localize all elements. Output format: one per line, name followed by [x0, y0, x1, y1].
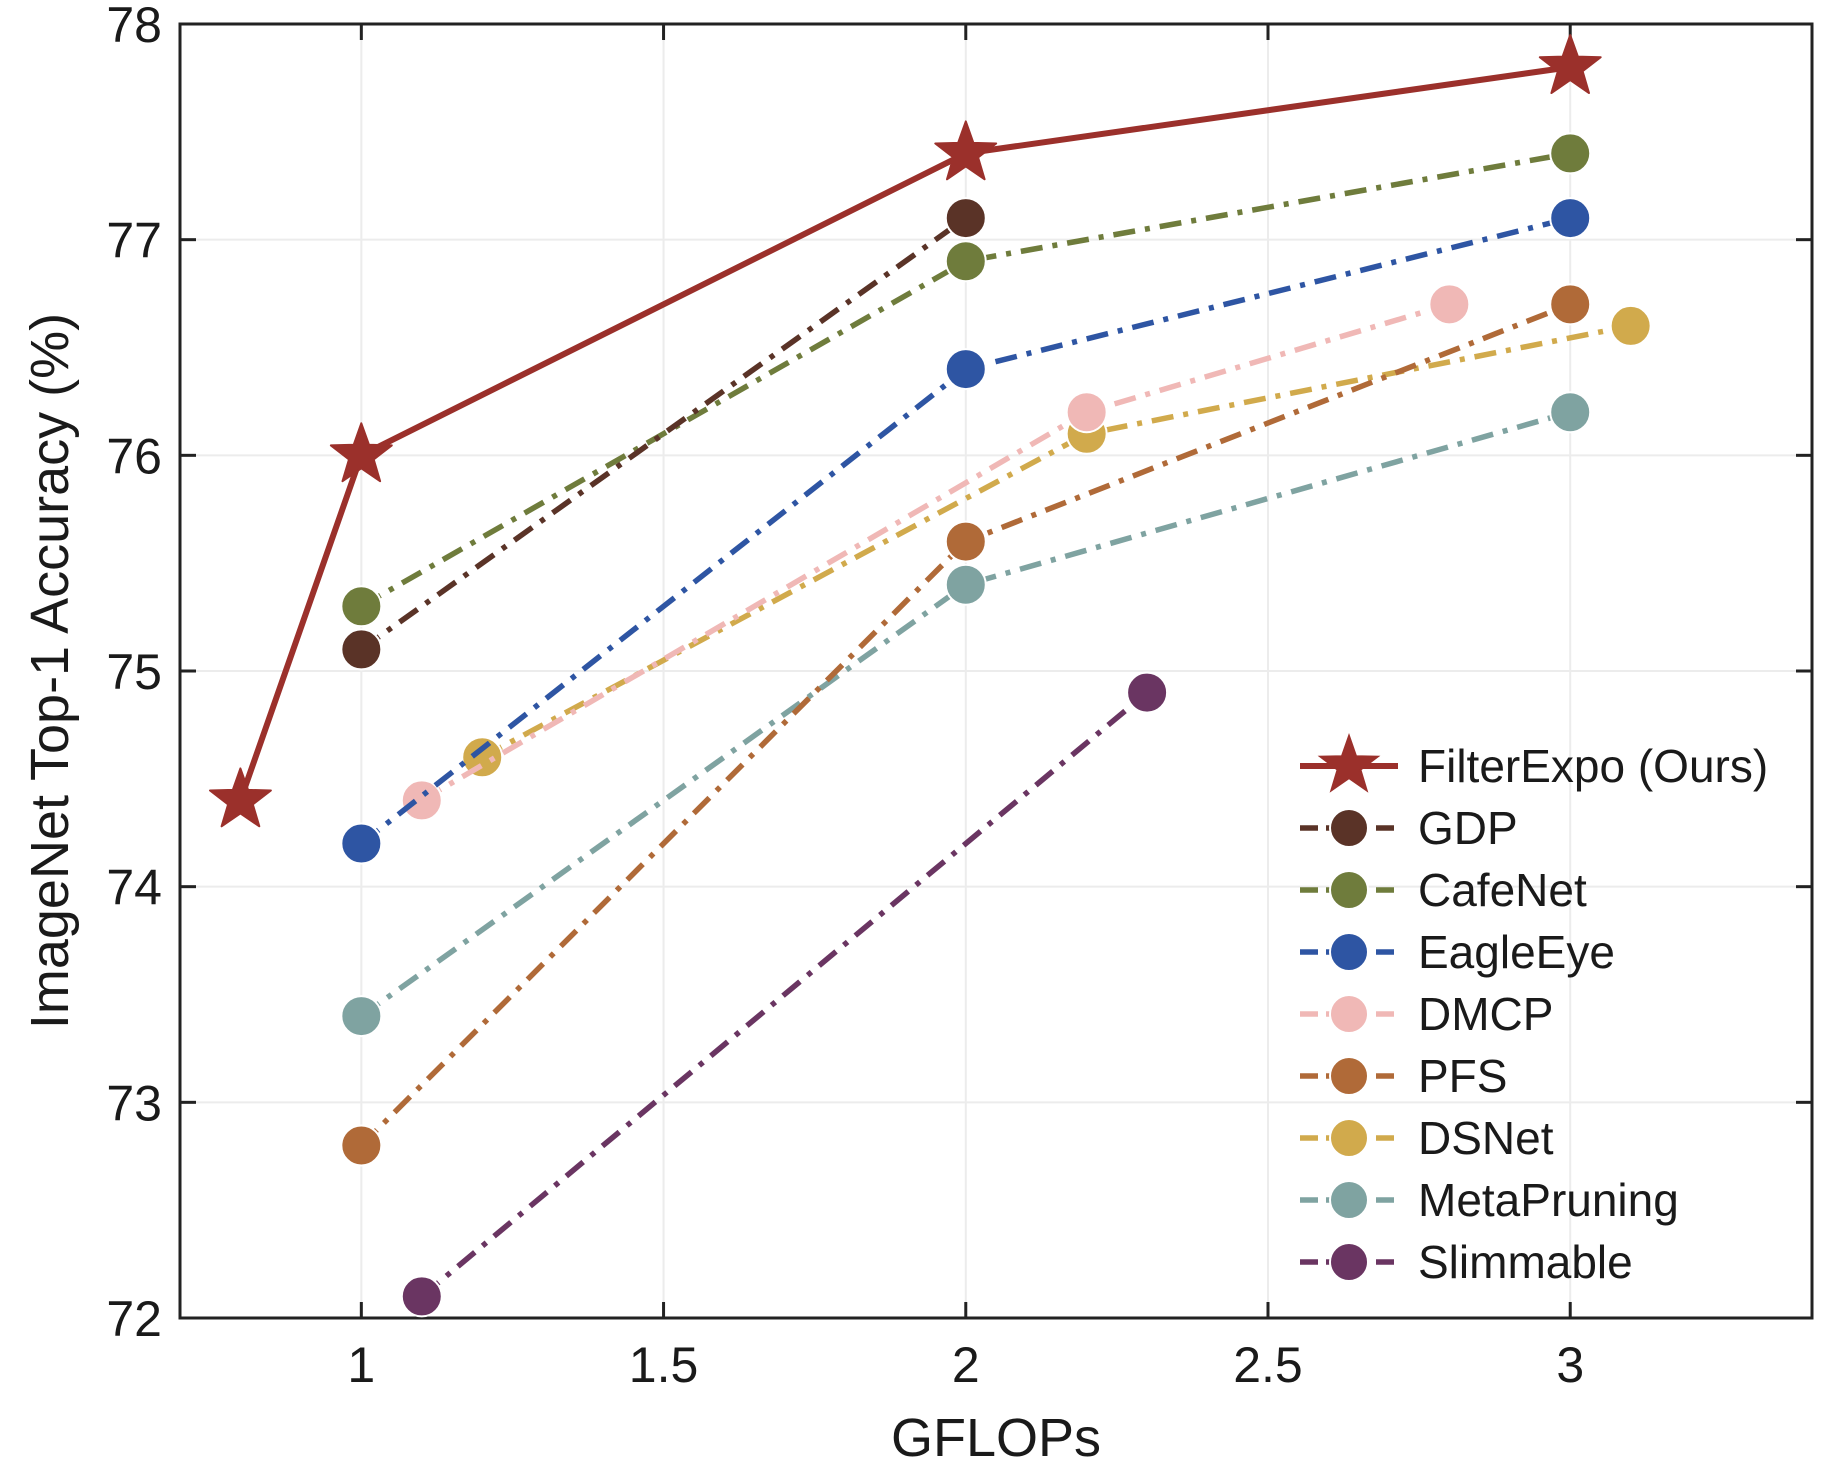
data-point — [944, 197, 987, 240]
axis-ticks: 1 1.5 2 2.5 3 72 73 74 75 76 77 78 — [106, 0, 1812, 1393]
series-metapruning — [340, 391, 1592, 1038]
x-tick-label: 1 — [347, 1337, 375, 1393]
legend-label: DSNet — [1418, 1112, 1554, 1164]
data-point — [944, 348, 987, 391]
legend-label: MetaPruning — [1418, 1174, 1679, 1226]
series-dmcp — [400, 283, 1471, 822]
y-tick-label: 73 — [106, 1075, 162, 1131]
data-point — [340, 585, 383, 628]
series-gdp — [340, 197, 987, 671]
series-line — [359, 409, 1571, 1019]
legend-label: Slimmable — [1418, 1236, 1633, 1288]
legend-item-pfs: PFS — [1300, 1050, 1507, 1102]
series-slimmable — [400, 671, 1169, 1318]
legend-item-cafenet: CafeNet — [1300, 864, 1587, 916]
legend-marker — [1329, 1242, 1369, 1282]
legend-item-gdp: GDP — [1300, 802, 1518, 854]
legend-label: GDP — [1418, 802, 1518, 854]
data-point — [944, 520, 987, 563]
data-point — [944, 240, 987, 283]
series-layer — [209, 34, 1652, 1318]
legend-label: DMCP — [1418, 988, 1553, 1040]
data-point — [1549, 391, 1592, 434]
legend-label: FilterExpo (Ours) — [1418, 740, 1768, 792]
y-tick-label: 74 — [106, 860, 162, 916]
legend-marker — [1329, 1056, 1369, 1096]
legend-marker — [1329, 1180, 1369, 1220]
data-point-star — [329, 422, 393, 483]
x-tick-label: 2.5 — [1233, 1337, 1303, 1393]
y-tick-label: 78 — [106, 0, 162, 53]
legend-marker — [1329, 994, 1369, 1034]
legend-label: EagleEye — [1418, 926, 1615, 978]
data-point-star — [934, 120, 998, 181]
series-line — [359, 215, 968, 652]
series-eagleeye — [340, 197, 1592, 865]
series-line — [480, 323, 1632, 760]
legend-item-slimmable: Slimmable — [1300, 1236, 1633, 1288]
data-point — [340, 1124, 383, 1167]
data-point — [1549, 197, 1592, 240]
data-point — [1549, 132, 1592, 175]
data-point — [1126, 671, 1169, 714]
data-point — [340, 628, 383, 671]
series-dsnet — [461, 304, 1652, 779]
data-point — [944, 563, 987, 606]
series-pfs — [340, 283, 1592, 1167]
x-tick-label: 2 — [952, 1337, 980, 1393]
data-point-star — [209, 767, 272, 828]
y-tick-label: 72 — [106, 1291, 162, 1347]
data-point — [1428, 283, 1471, 326]
data-point — [400, 1275, 443, 1318]
legend-item-metapruning: MetaPruning — [1300, 1174, 1679, 1226]
series-cafenet — [340, 132, 1592, 628]
series-line — [420, 690, 1149, 1299]
legend-marker-star — [1317, 732, 1381, 793]
legend-item-dsnet: DSNet — [1300, 1112, 1554, 1164]
data-point — [1549, 283, 1592, 326]
x-axis-label: GFLOPs — [891, 1408, 1101, 1468]
data-point — [1609, 304, 1652, 347]
legend-item-dmcp: DMCP — [1300, 988, 1553, 1040]
series-filterexpo-ours — [209, 34, 1602, 828]
legend-item-eagleeye: EagleEye — [1300, 926, 1615, 978]
series-line — [237, 64, 1571, 802]
y-tick-label: 77 — [106, 213, 162, 269]
legend-marker — [1329, 932, 1369, 972]
x-tick-label: 1.5 — [629, 1337, 699, 1393]
y-tick-label: 75 — [106, 644, 162, 700]
legend-label: PFS — [1418, 1050, 1507, 1102]
legend-marker — [1329, 808, 1369, 848]
y-tick-label: 76 — [106, 428, 162, 484]
data-point — [400, 779, 443, 822]
legend-label: CafeNet — [1418, 864, 1587, 916]
data-point-star — [1538, 34, 1602, 94]
legend-marker — [1329, 870, 1369, 910]
legend-item-filterexpo-ours: FilterExpo (Ours) — [1300, 732, 1768, 793]
data-point — [461, 736, 504, 779]
legend-marker — [1329, 1118, 1369, 1158]
series-line — [420, 301, 1451, 803]
data-point — [1065, 391, 1108, 434]
legend: FilterExpo (Ours) GDP CafeNet EagleEye DMCP P… — [1300, 732, 1768, 1288]
x-tick-label: 3 — [1556, 1337, 1584, 1393]
data-point — [340, 995, 383, 1038]
data-point — [340, 822, 383, 865]
y-axis-label: ImageNet Top-1 Accuracy (%) — [20, 313, 80, 1029]
